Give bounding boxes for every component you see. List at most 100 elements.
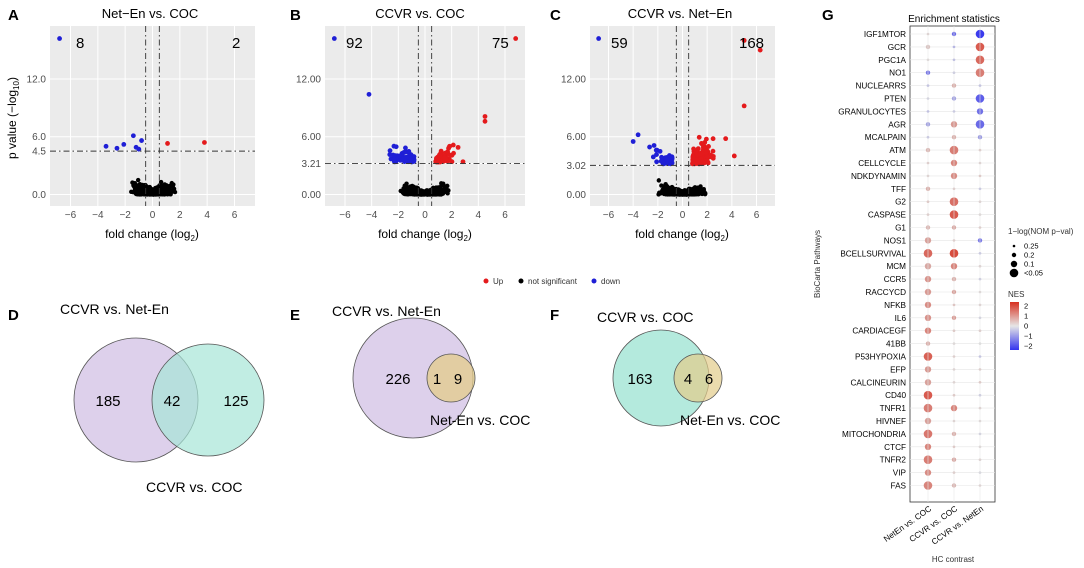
pathway-label: CASPASE — [868, 211, 907, 220]
pathway-label: AGR — [888, 120, 906, 129]
up-point — [165, 141, 170, 146]
x-tick-label: −6 — [65, 210, 77, 221]
down-point — [657, 148, 663, 154]
up-point — [706, 144, 711, 149]
x-tick-label: 0 — [150, 210, 156, 221]
pathway-label: GRANULOCYTES — [838, 107, 906, 116]
venn-d-only2: 125 — [223, 393, 248, 410]
ns-point — [672, 188, 677, 194]
legend-down-swatch — [591, 278, 597, 284]
x-tick-label: 4 — [729, 210, 735, 221]
panel-b: B CCVR vs. COC −6 −4 −2 0 2 4 6 0.00 3.21 6.00 12.… — [290, 6, 525, 243]
ns-point — [138, 190, 144, 195]
down-point — [403, 145, 408, 151]
venn-f-set2-label: Net-En vs. COC — [680, 412, 780, 428]
ns-point — [404, 181, 409, 186]
pathway-label: FAS — [891, 482, 907, 491]
volcano-b-plot: −6 −4 −2 0 2 4 6 0.00 3.21 6.00 12.00 — [296, 26, 525, 221]
up-point — [741, 38, 747, 43]
panel-letter-c: C — [550, 7, 561, 24]
venn-f-both: 4 — [684, 371, 692, 388]
ns-point — [167, 183, 173, 189]
pathway-label: P53HYPOXIA — [855, 353, 907, 362]
up-point — [449, 152, 455, 158]
x-tick-label: 0 — [680, 210, 686, 221]
size-legend: 1−log(NOM p−val) 0.250.20.1<0.05 — [1008, 227, 1074, 278]
down-point — [653, 147, 659, 153]
volcano-c-up-count: 168 — [739, 35, 764, 52]
pathway-label: CCR5 — [884, 275, 907, 284]
up-point — [741, 103, 747, 109]
x-tick-label: −2 — [393, 210, 405, 221]
pathway-label: NO1 — [889, 69, 906, 78]
x-tick-label: −2 — [119, 210, 131, 221]
panel-d: D CCVR vs. Net-En CCVR vs. COC 185 42 12… — [8, 301, 265, 495]
venn-f-only2: 6 — [705, 371, 713, 388]
x-tick-label: −2 — [652, 210, 664, 221]
pathway-label: CTCF — [884, 443, 906, 452]
y-tick-label: 6.00 — [567, 132, 587, 143]
down-point — [391, 153, 397, 159]
down-point — [393, 144, 399, 150]
up-point — [442, 155, 447, 161]
volcano-c-title: CCVR vs. Net−En — [628, 6, 732, 21]
venn-e-both: 1 — [433, 371, 441, 388]
pathway-label: CARDIACEGF — [852, 327, 906, 336]
up-point — [710, 136, 716, 142]
ns-point — [427, 189, 433, 194]
down-point — [103, 143, 109, 149]
down-point — [387, 152, 393, 157]
down-point — [651, 143, 657, 148]
pathway-label: GCR — [888, 43, 906, 52]
ns-point — [158, 179, 164, 185]
size-legend-items: 0.250.20.1<0.05 — [1009, 242, 1043, 278]
venn-d-set1-label: CCVR vs. Net-En — [60, 301, 169, 317]
pathway-label: 41BB — [886, 340, 907, 349]
up-point — [450, 142, 456, 148]
down-point — [654, 152, 659, 157]
pathway-label: HIVNEF — [876, 417, 906, 426]
size-legend-dot — [1012, 244, 1016, 248]
up-point — [757, 47, 763, 53]
ns-point — [402, 186, 408, 191]
pathway-label: IGF1MTOR — [864, 30, 906, 39]
up-point — [513, 36, 519, 41]
color-legend-label: 0 — [1024, 322, 1028, 331]
pathway-label: NDKDYNAMIN — [851, 172, 906, 181]
ns-point — [408, 184, 413, 189]
ns-point — [678, 190, 683, 195]
panel-letter-a: A — [8, 7, 19, 24]
pathway-label: NFKB — [884, 301, 906, 310]
panel-c: C CCVR vs. Net−En −6 −4 −2 0 2 4 6 0.00 3.02 6.00… — [550, 6, 775, 243]
up-point — [437, 153, 443, 159]
ns-point — [664, 191, 669, 197]
ns-point — [424, 190, 429, 196]
up-point — [710, 155, 716, 161]
y-tick-label: 6.0 — [32, 132, 46, 143]
ns-point — [661, 184, 667, 190]
ns-point — [163, 184, 169, 189]
x-tick-label: −4 — [366, 210, 378, 221]
color-legend-title: NES — [1008, 290, 1024, 299]
pathway-label: CD40 — [885, 391, 906, 400]
up-point — [460, 159, 466, 165]
ns-point — [420, 190, 426, 195]
enrichment-xlabel: HC contrast — [932, 555, 975, 564]
venn-d-only1: 185 — [95, 393, 120, 410]
ns-point — [434, 188, 439, 194]
ns-point — [446, 188, 451, 193]
color-legend-label: −1 — [1024, 332, 1033, 341]
x-tick-label: 2 — [449, 210, 455, 221]
legend-ns-label: not significant — [528, 277, 578, 286]
up-point — [731, 153, 737, 159]
volcano-b-down-count: 92 — [346, 35, 363, 52]
x-tick-label: −4 — [627, 210, 639, 221]
panel-e: E CCVR vs. Net-En Net-En vs. COC 226 1 9 — [290, 303, 530, 439]
legend-up-swatch — [483, 278, 489, 284]
venn-d-both: 42 — [164, 393, 181, 410]
ns-point — [689, 187, 695, 192]
down-point — [401, 149, 407, 155]
venn-f-only1: 163 — [627, 371, 652, 388]
venn-e-set2-circle — [426, 353, 476, 403]
down-point — [661, 160, 667, 165]
